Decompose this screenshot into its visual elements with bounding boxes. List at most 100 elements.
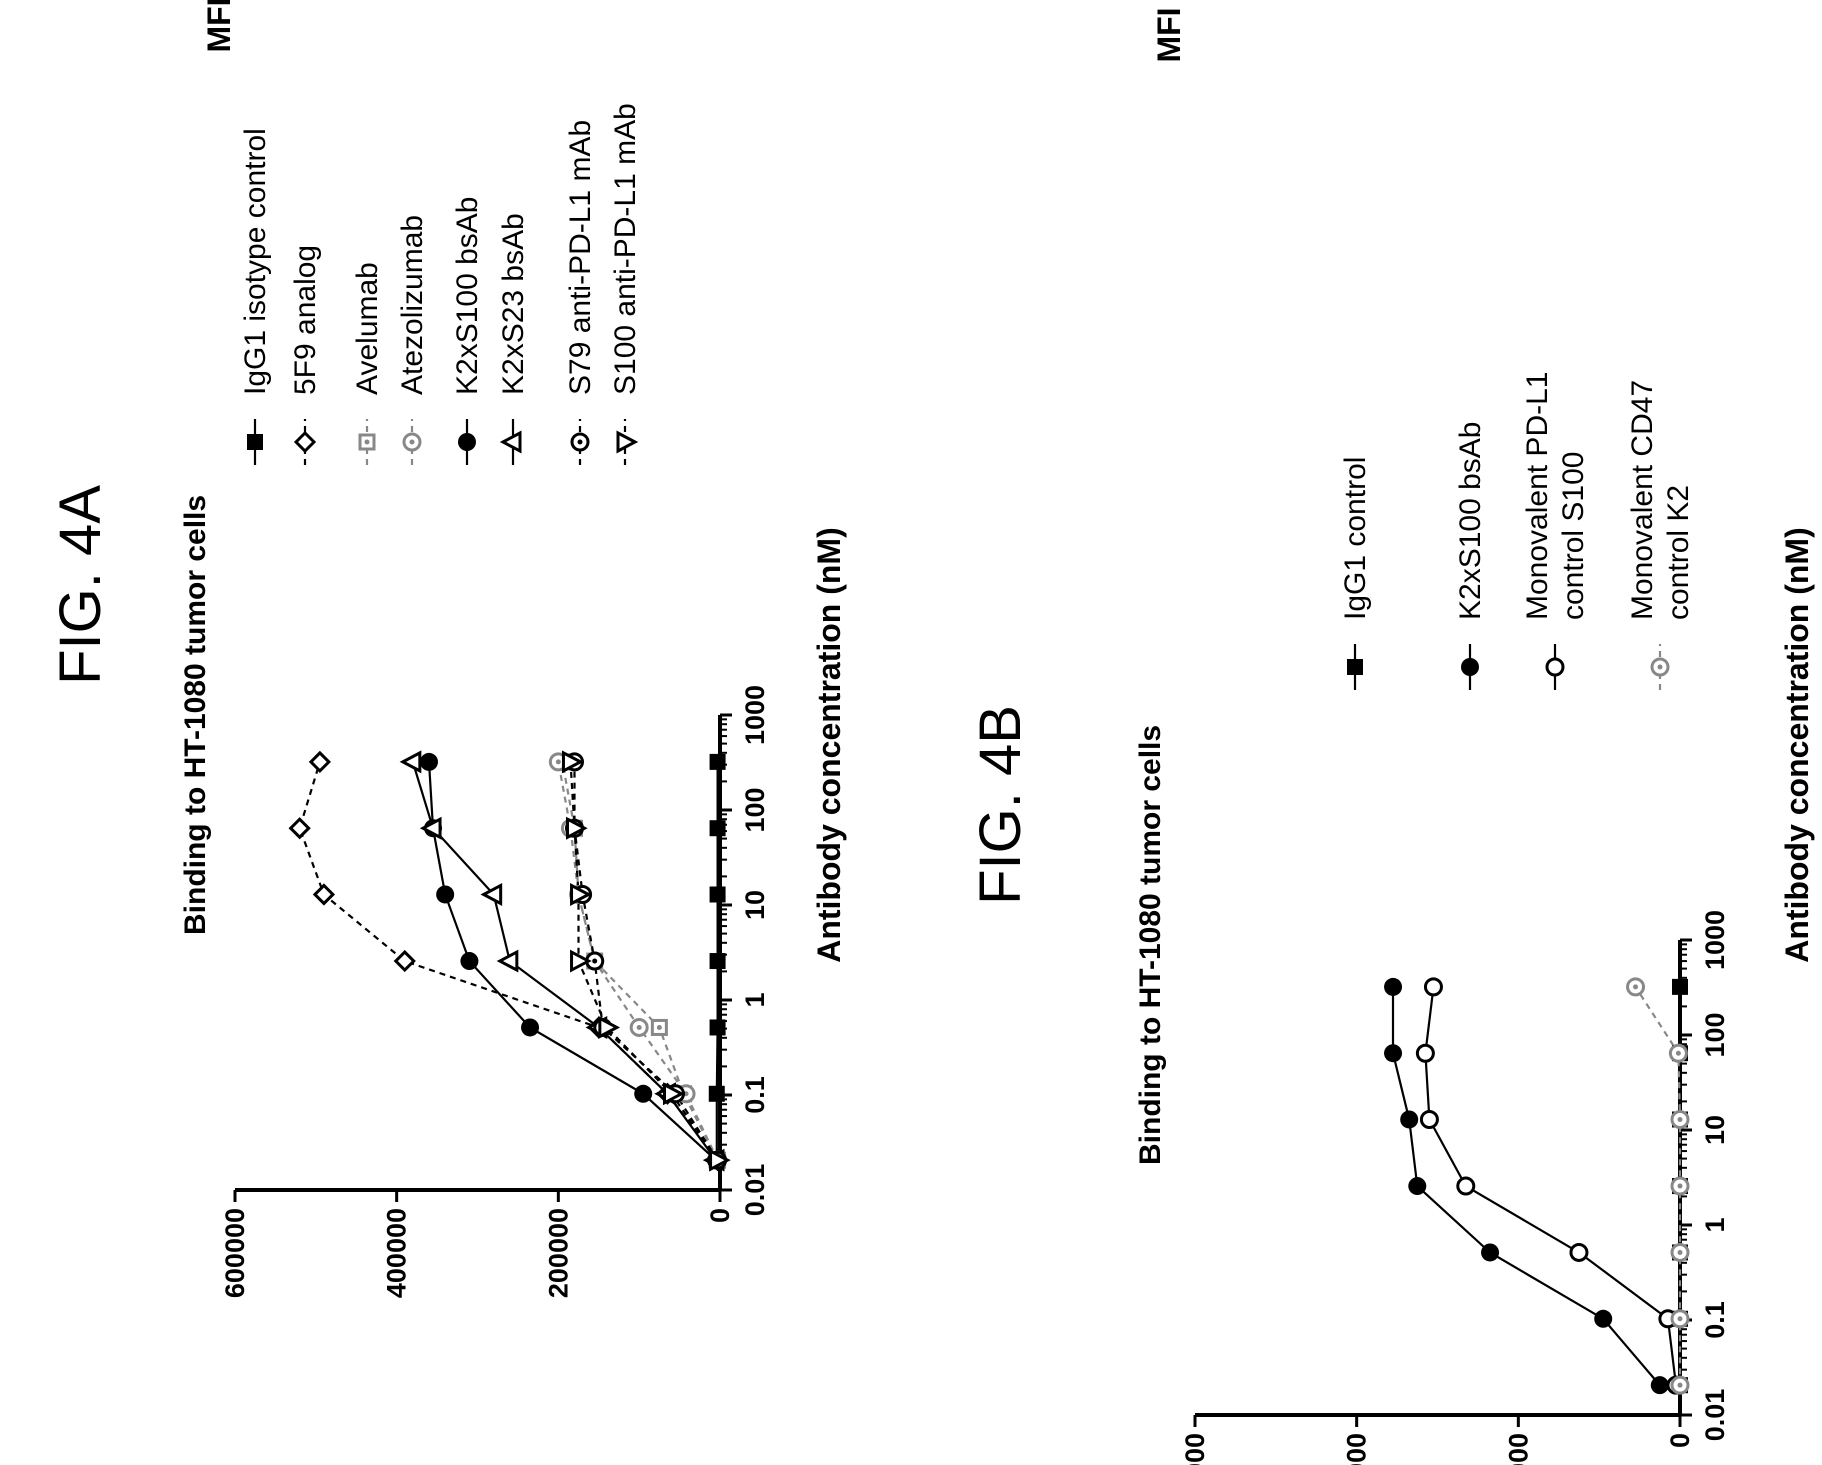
chart-4b-legend: IgG1 control K2xS100 bsAb Monovalent PD-L1… bbox=[1339, 372, 1695, 690]
chart-0-legend-marker bbox=[499, 430, 522, 454]
chart-1-point-monovalent-pd-l1-control-s100 bbox=[1419, 1109, 1439, 1129]
chart-0-legend-marker bbox=[458, 433, 476, 451]
chart-1-x-tick-label: 100 bbox=[1700, 1012, 1730, 1057]
chart-1-legend-marker bbox=[1545, 657, 1565, 677]
chart-0-point-k2xs23-bsab bbox=[496, 949, 519, 973]
chart-1-legend-label: control S100 bbox=[1557, 452, 1590, 620]
chart-0-x-tick-label: 1000 bbox=[740, 685, 770, 745]
chart-1-point-igg1-control bbox=[1672, 978, 1688, 995]
chart-4b-plot: 0.01 0.1 1 10 100 1000 0 200000 400000 600000 bbox=[1180, 910, 1730, 1465]
chart-0-x-tick-label: 0.1 bbox=[740, 1076, 770, 1114]
chart-1-x-tick-label: 1000 bbox=[1700, 910, 1730, 970]
chart-0-point-k2xs100-bsab bbox=[420, 752, 438, 771]
chart-1-point-k2xs100-bsab bbox=[1408, 1177, 1427, 1196]
chart-0-point-s100-anti-pd-l1-mab bbox=[709, 1148, 731, 1172]
chart-0-point-k2xs23-bsab bbox=[419, 816, 442, 840]
chart-0-legend-marker bbox=[402, 432, 422, 452]
chart-1-point-k2xs100-bsab bbox=[1384, 1044, 1403, 1063]
chart-0-point-5f9-analog bbox=[312, 883, 336, 906]
chart-0-point-igg1-isotype-control bbox=[709, 886, 726, 903]
chart-0-point-avelumab bbox=[650, 1018, 668, 1036]
chart-1-point-monovalent-pd-l1-control-s100 bbox=[1423, 977, 1443, 997]
chart-1-point-k2xs100-bsab bbox=[1400, 1110, 1419, 1129]
chart-0-legend-label: Avelumab bbox=[351, 262, 384, 395]
chart-4a-plot: 0.01 0.1 1 10 100 1000 0 200000 400000 600000 bbox=[220, 685, 770, 1298]
chart-0-point-igg1-isotype-control bbox=[709, 953, 726, 970]
chart-0-point-s100-anti-pd-l1-mab bbox=[570, 883, 592, 906]
chart-0-point-atezolizumab bbox=[629, 1017, 649, 1037]
chart-0-point-k2xs23-bsab bbox=[480, 883, 503, 906]
chart-4b-ylabel: MFI bbox=[1151, 7, 1187, 62]
chart-0-point-igg1-isotype-control bbox=[708, 1085, 725, 1102]
chart-4a-xlabel: Antibody concentration (nM) bbox=[811, 527, 847, 963]
chart-0-legend-marker bbox=[616, 430, 639, 454]
chart-0-legend-marker bbox=[358, 433, 376, 451]
chart-1-legend-label: K2xS100 bsAb bbox=[1454, 422, 1487, 620]
chart-0-legend-item-k2xs23-bsab: K2xS23 bsAb bbox=[497, 213, 530, 465]
chart-1-point-k2xs100-bsab bbox=[1481, 1243, 1500, 1262]
chart-0-x-tick-label: 10 bbox=[740, 890, 770, 920]
chart-0-point-k2xs23-bsab bbox=[399, 750, 422, 774]
chart-1-point-monovalent-cd47-control-k2 bbox=[1670, 1242, 1690, 1262]
chart-1-legend-marker bbox=[1347, 659, 1363, 675]
figure-4a-area: FIG. 4A Binding to HT-1080 tumor cells A… bbox=[48, 0, 847, 1298]
chart-1-legend-item-igg1-control: IgG1 control bbox=[1339, 457, 1372, 690]
chart-0-legend-label: Atezolizumab bbox=[396, 215, 429, 395]
chart-1-legend-label: Monovalent CD47 bbox=[1626, 380, 1659, 620]
chart-0-point-s100-anti-pd-l1-mab bbox=[663, 1082, 685, 1106]
chart-1-point-monovalent-cd47-control-k2 bbox=[1626, 977, 1646, 997]
chart-4b-title: Binding to HT-1080 tumor cells bbox=[1134, 725, 1167, 1165]
chart-0-legend-item-k2xs100-bsab: K2xS100 bsAb bbox=[451, 197, 484, 465]
chart-0-point-s100-anti-pd-l1-mab bbox=[566, 816, 588, 840]
chart-4a-ylabel: MFI bbox=[201, 0, 237, 53]
chart-0-legend-item-atezolizumab: Atezolizumab bbox=[396, 215, 429, 465]
chart-0-point-5f9-analog bbox=[308, 750, 331, 774]
chart-0-legend-label: K2xS23 bsAb bbox=[497, 213, 530, 395]
figure-4b-label: FIG. 4B bbox=[968, 705, 1033, 905]
chart-0-point-5f9-analog bbox=[288, 817, 311, 840]
chart-1-legend-label: Monovalent PD-L1 bbox=[1521, 372, 1554, 620]
chart-0-point-igg1-isotype-control bbox=[709, 753, 726, 770]
chart-4b-xlabel: Antibody concentration (nM) bbox=[1779, 527, 1815, 963]
chart-1-point-k2xs100-bsab bbox=[1650, 1376, 1669, 1395]
chart-1-point-monovalent-cd47-control-k2 bbox=[1670, 1309, 1690, 1329]
chart-0-point-k2xs100-bsab bbox=[460, 952, 479, 971]
figure-4b-area: FIG. 4B Binding to HT-1080 tumor cells A… bbox=[968, 7, 1815, 1465]
chart-0-point-s100-anti-pd-l1-mab bbox=[570, 949, 592, 973]
chart-1-x-tick-label: 10 bbox=[1700, 1115, 1730, 1145]
chart-0-point-igg1-isotype-control bbox=[709, 820, 726, 837]
chart-0-legend-label: S100 anti-PD-L1 mAb bbox=[609, 103, 642, 395]
chart-4a-legend: IgG1 isotype control 5F9 analog Avelumab At… bbox=[239, 103, 642, 465]
chart-0-point-k2xs100-bsab bbox=[521, 1018, 540, 1037]
chart-1-point-monovalent-pd-l1-control-s100 bbox=[1415, 1043, 1435, 1063]
chart-0-y-tick-label: 0 bbox=[705, 1208, 735, 1223]
chart-0-legend-item-s79-anti-pd-l1-mab: S79 anti-PD-L1 mAb bbox=[564, 120, 597, 465]
chart-1-legend-label: IgG1 control bbox=[1339, 457, 1372, 620]
chart-1-x-tick-label: 0.1 bbox=[1700, 1301, 1730, 1339]
chart-0-point-5f9-analog bbox=[393, 949, 416, 973]
chart-1-point-k2xs100-bsab bbox=[1384, 977, 1403, 996]
chart-1-point-monovalent-cd47-control-k2 bbox=[1670, 1109, 1690, 1129]
chart-0-legend-marker bbox=[247, 434, 263, 450]
chart-0-legend-label: K2xS100 bsAb bbox=[451, 197, 484, 395]
chart-0-point-igg1-isotype-control bbox=[709, 1019, 726, 1036]
chart-1-y-tick-label: 400000 bbox=[1342, 1433, 1372, 1465]
chart-0-x-tick-label: 100 bbox=[740, 787, 770, 832]
chart-1-point-monovalent-cd47-control-k2 bbox=[1670, 1375, 1690, 1395]
chart-1-x-tick-label: 1 bbox=[1700, 1217, 1730, 1232]
chart-0-legend-marker bbox=[293, 430, 317, 454]
chart-0-x-tick-label: 0.01 bbox=[740, 1164, 770, 1217]
chart-0-legend-label: S79 anti-PD-L1 mAb bbox=[564, 120, 597, 395]
chart-1-x-tick-label: 0.01 bbox=[1700, 1389, 1730, 1442]
chart-1-legend-item-k2xs100-bsab: K2xS100 bsAb bbox=[1454, 422, 1487, 690]
chart-0-legend-label: IgG1 isotype control bbox=[239, 128, 272, 395]
chart-0-legend-item-avelumab: Avelumab bbox=[351, 262, 384, 465]
chart-0-point-s100-anti-pd-l1-mab bbox=[598, 1015, 621, 1039]
chart-0-y-tick-label: 400000 bbox=[382, 1208, 412, 1298]
chart-0-point-s100-anti-pd-l1-mab bbox=[561, 750, 584, 774]
chart-1-y-tick-label: 200000 bbox=[1503, 1433, 1533, 1465]
chart-0-point-k2xs100-bsab bbox=[634, 1084, 653, 1103]
chart-0-legend-item-igg1-isotype-control: IgG1 isotype control bbox=[239, 128, 272, 465]
chart-4a-title: Binding to HT-1080 tumor cells bbox=[179, 495, 212, 935]
